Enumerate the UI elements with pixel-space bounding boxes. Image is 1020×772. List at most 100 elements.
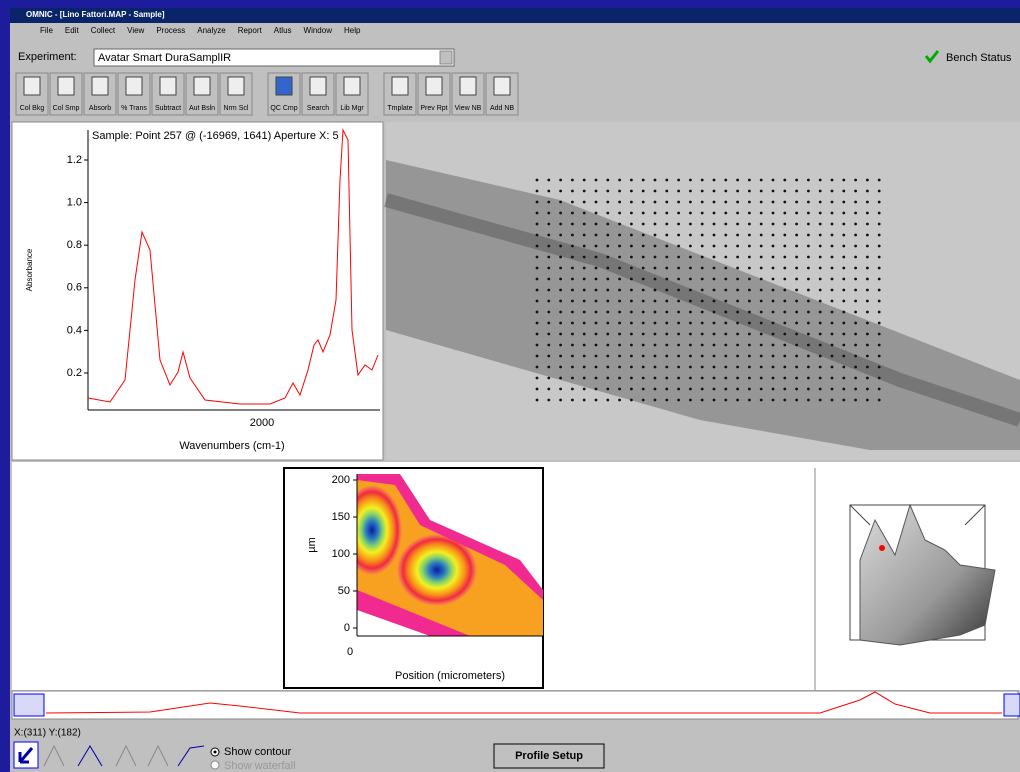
menu-item[interactable]: Process xyxy=(156,26,185,35)
map-point xyxy=(807,355,810,358)
map-point xyxy=(760,388,763,391)
strip-left-button[interactable] xyxy=(14,694,44,716)
map-point xyxy=(559,399,562,402)
map-point xyxy=(760,201,763,204)
map-point xyxy=(689,311,692,314)
map-point xyxy=(748,355,751,358)
map-point xyxy=(606,377,609,380)
map-point xyxy=(795,245,798,248)
map-point xyxy=(772,256,775,259)
map-point xyxy=(630,289,633,292)
map-point xyxy=(630,300,633,303)
map-point xyxy=(878,322,881,325)
map-point xyxy=(783,322,786,325)
map-point xyxy=(772,377,775,380)
menu-item[interactable]: Collect xyxy=(91,26,116,35)
map-point xyxy=(878,355,881,358)
map-point xyxy=(571,179,574,182)
map-point xyxy=(748,256,751,259)
map-point xyxy=(642,245,645,248)
menu-item[interactable]: Help xyxy=(344,26,361,35)
map-point xyxy=(819,377,822,380)
map-point xyxy=(760,377,763,380)
map-point xyxy=(595,223,598,226)
map-point xyxy=(642,388,645,391)
map-point xyxy=(618,322,621,325)
map-point xyxy=(571,366,574,369)
map-point xyxy=(654,300,657,303)
map-point xyxy=(724,267,727,270)
map-point xyxy=(842,234,845,237)
y-tick-label: 1.2 xyxy=(67,154,82,166)
map-point xyxy=(536,388,539,391)
map-point xyxy=(583,190,586,193)
map-point xyxy=(547,355,550,358)
map-point xyxy=(831,267,834,270)
map-point xyxy=(583,399,586,402)
map-point xyxy=(713,256,716,259)
map-point xyxy=(842,399,845,402)
map-point xyxy=(536,201,539,204)
menu-item[interactable]: Analyze xyxy=(197,26,226,35)
map-point xyxy=(748,212,751,215)
map-point xyxy=(724,377,727,380)
map-point xyxy=(842,366,845,369)
map-point xyxy=(748,322,751,325)
menu-item[interactable]: Atlus xyxy=(274,26,292,35)
map-point xyxy=(536,399,539,402)
map-point xyxy=(689,300,692,303)
y-tick-label: 0.2 xyxy=(67,367,82,379)
menu-item[interactable]: Edit xyxy=(65,26,80,35)
map-point xyxy=(842,377,845,380)
map-point xyxy=(559,333,562,336)
map-point xyxy=(595,344,598,347)
map-point xyxy=(866,333,869,336)
map-point xyxy=(559,245,562,248)
map-point xyxy=(547,278,550,281)
map-point xyxy=(606,300,609,303)
map-point xyxy=(783,201,786,204)
map-point xyxy=(689,245,692,248)
menu-item[interactable]: Report xyxy=(238,26,263,35)
map-point xyxy=(819,399,822,402)
map-point xyxy=(595,190,598,193)
map-point xyxy=(677,399,680,402)
map-point xyxy=(748,366,751,369)
map-point xyxy=(547,333,550,336)
map-point xyxy=(689,256,692,259)
button-label: Absorb xyxy=(89,105,111,112)
map-point xyxy=(701,212,704,215)
menu-item[interactable]: File xyxy=(40,26,53,35)
strip-right-button[interactable] xyxy=(1004,694,1020,716)
map-point xyxy=(842,245,845,248)
map-point xyxy=(536,190,539,193)
map-point xyxy=(654,366,657,369)
map-point xyxy=(571,223,574,226)
map-point xyxy=(583,201,586,204)
map-point xyxy=(819,190,822,193)
map-point xyxy=(724,311,727,314)
map-point xyxy=(713,388,716,391)
dropdown-arrow[interactable] xyxy=(440,51,452,64)
map-point xyxy=(713,344,716,347)
map-point xyxy=(831,311,834,314)
map-point xyxy=(606,278,609,281)
map-point xyxy=(595,179,598,182)
map-point xyxy=(571,278,574,281)
menu-item[interactable]: Window xyxy=(304,26,333,35)
map-point xyxy=(748,311,751,314)
radio-dot xyxy=(214,751,217,754)
menu-item[interactable]: View xyxy=(127,26,144,35)
map-point xyxy=(724,278,727,281)
map-point xyxy=(772,300,775,303)
map-point xyxy=(807,179,810,182)
map-point xyxy=(842,278,845,281)
radio[interactable] xyxy=(211,761,219,769)
map-point xyxy=(748,388,751,391)
map-point xyxy=(606,344,609,347)
map-point xyxy=(713,179,716,182)
map-point xyxy=(642,366,645,369)
map-point xyxy=(654,278,657,281)
bench-status[interactable]: Bench Status xyxy=(946,52,1012,64)
map-point xyxy=(583,355,586,358)
